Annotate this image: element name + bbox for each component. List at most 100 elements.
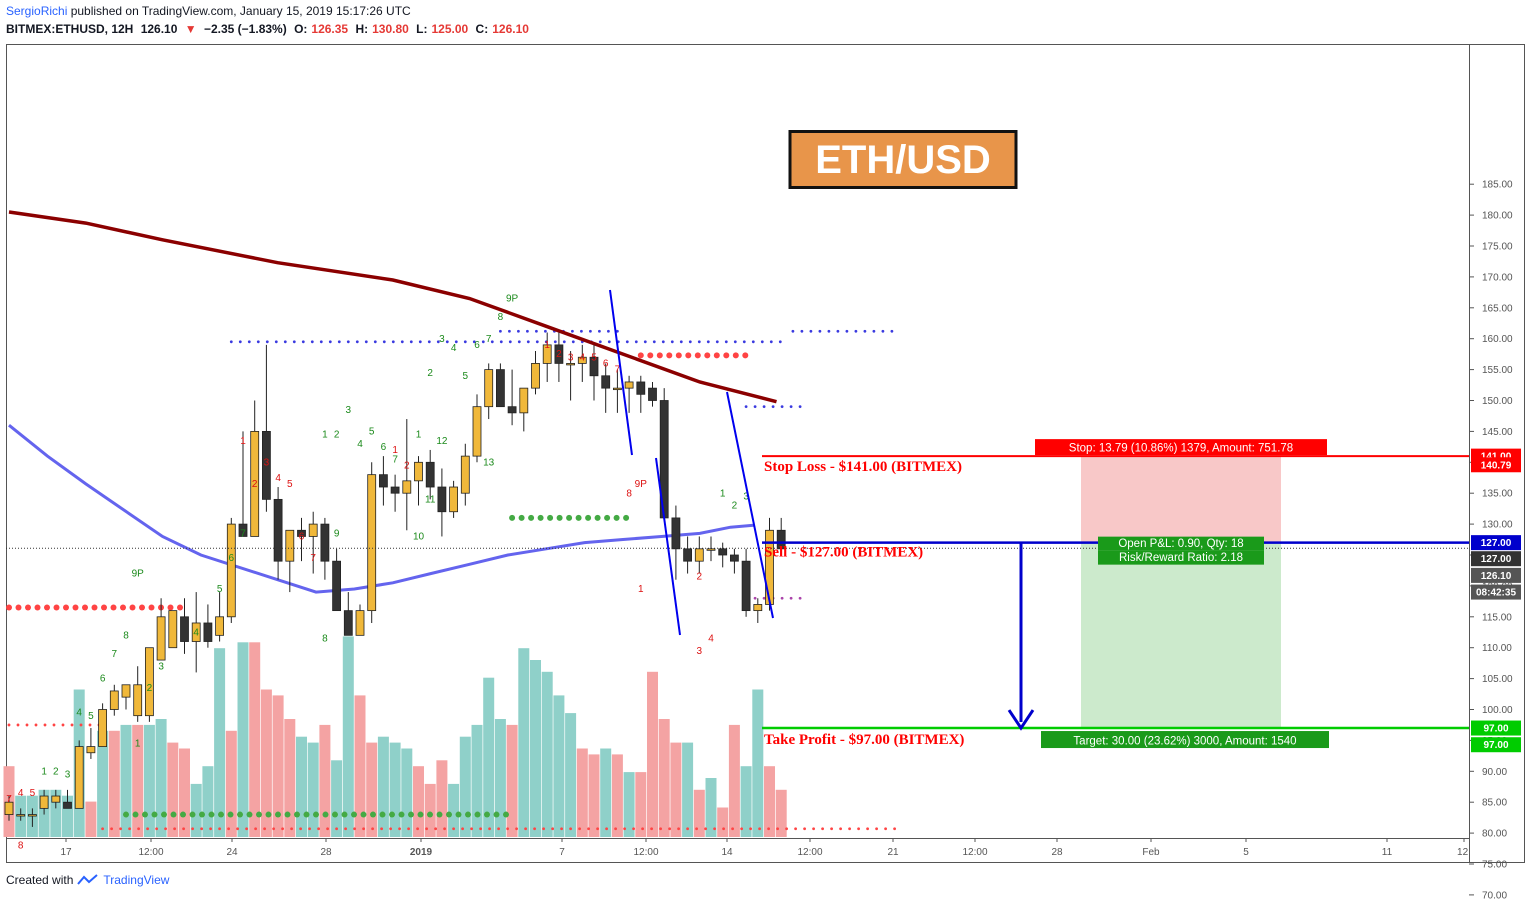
level-dot [452,827,455,831]
tradingview-link[interactable]: TradingView [103,873,170,887]
level-dot [762,596,766,600]
price-tag-text: 127.00 [1481,554,1512,565]
level-dot [25,723,29,727]
title-badge-box [788,130,1018,189]
td-count-green: 8 [123,630,129,641]
level-dot [362,827,365,831]
level-dot [839,827,842,831]
level-dot [580,329,583,333]
down-arrow-icon [1007,709,1035,731]
level-dot [713,827,716,831]
level-dot [229,340,233,344]
level-dot [732,352,739,359]
td-count-red: 2 [556,349,562,360]
level-dot [598,329,601,333]
level-dot [370,811,376,818]
level-dot [881,329,885,333]
td-count-green: 3 [346,405,352,416]
td-count-red: 2 [404,460,410,471]
level-dot [484,811,490,818]
level-dot [398,827,401,831]
volume-bar [401,748,413,837]
td-count-green: 5 [369,426,375,437]
short-position-tool[interactable]: Stop Loss - $141.00 (BITMEX) Sell - $127.… [6,439,1469,749]
level-dot [237,811,243,818]
candle-body [273,498,283,562]
level-dot [875,827,878,831]
time-tick-label: 28 [1051,847,1063,858]
volume-bar [237,642,249,837]
level-dot [694,352,701,359]
level-dot [208,811,215,818]
level-dot [517,340,521,344]
level-dot [537,514,544,521]
volume-bar [728,724,740,837]
level-dot [686,827,689,831]
level-dot [798,596,802,600]
position-zones [1081,456,1281,729]
level-dot [416,827,419,831]
volume-bar [670,742,682,837]
close-value: 126.10 [492,22,529,36]
volume-bar [623,772,635,837]
level-dot [445,340,449,344]
author-link[interactable]: SergioRichi [6,4,68,18]
candle-body [156,616,166,661]
time-tick-label: 12: [1457,847,1471,858]
open-value: 126.35 [311,22,349,36]
td-count-red: 1 [638,584,644,595]
candle-body [706,548,716,551]
risk-reward-info-text: Risk/Reward Ratio: 2.18 [1119,552,1243,564]
level-dot [647,352,654,359]
td-count-green: 2 [732,501,738,512]
level-dot [697,340,701,344]
level-dot [751,340,755,344]
level-dot [509,514,516,521]
volume-bar [483,677,495,837]
level-dot [227,827,231,831]
level-dot [749,827,752,831]
candle-body [601,375,611,389]
level-dot [427,340,431,344]
candle-body [753,604,763,612]
level-dot [391,340,395,344]
level-dot [607,329,610,333]
level-dot [236,827,240,831]
level-dot [70,723,74,727]
td-count-green: 6 [381,442,387,453]
level-dot [256,340,260,344]
price-tick-label: 105.00 [1482,674,1513,685]
low-value: 125.00 [431,22,469,36]
time-axis[interactable]: 17 12:00 24 28 2019 7 12:00 14 12:00 21 12:00 28 Feb… [60,838,1471,858]
pnl-info-box [1098,536,1264,551]
level-dot [744,405,748,409]
level-dot [417,811,424,818]
candle-body [402,480,412,494]
price-axis[interactable]: 65.0070.0075.0080.0085.0090.0095.00100.0… [1469,180,1513,899]
stop-zone [1081,456,1281,543]
level-dot [238,340,242,344]
level-dot [704,827,707,831]
td-count-green: 7 [486,334,492,345]
level-dot [256,811,262,818]
level-dot [715,340,719,344]
td-count-red: 4 [708,634,714,645]
level-dot [200,827,204,831]
price-change: −2.35 (−1.83%) [203,22,287,36]
level-dot [272,827,275,831]
td-count-green: 10 [413,532,425,543]
price-tick-label: 70.00 [1482,890,1507,899]
stop-info-box [1035,439,1327,456]
level-dot [488,827,491,831]
volume-bar [296,736,307,837]
level-dot [733,340,737,344]
candle-body [285,529,295,562]
level-dot [818,329,822,333]
level-dot [637,352,644,359]
level-dot [650,827,653,831]
price-tick-label: 85.00 [1482,798,1507,809]
price-tick-label: 130.00 [1482,520,1513,531]
high-label: H: [355,22,369,36]
